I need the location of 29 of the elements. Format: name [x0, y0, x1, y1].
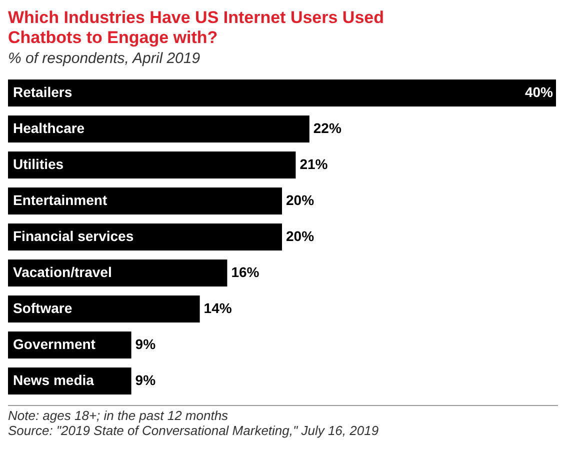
source-note: Source: "2019 State of Conversational Marketing," July 16, 2019	[8, 423, 380, 438]
y-tick-label: Healthcare	[13, 120, 85, 136]
y-tick-label: News media	[13, 372, 94, 388]
y-tick-label: Government	[13, 336, 96, 352]
y-tick-label: Financial services	[13, 228, 134, 244]
bar	[8, 224, 282, 250]
data-label: 20%	[286, 192, 315, 208]
bar	[8, 80, 556, 106]
data-label: 14%	[204, 300, 232, 316]
text: Note: ages 18+; in the past 12 months	[8, 408, 230, 423]
y-tick-label: Software	[13, 300, 72, 316]
bar	[8, 296, 200, 322]
data-label: 22%	[313, 120, 342, 136]
y-tick-label: Retailers	[13, 84, 72, 100]
data-label: 16%	[231, 264, 260, 280]
y-tick-label: Utilities	[13, 156, 64, 172]
chart-title: Which Industries Have US Internet Users Used Chatbots to Engage with?	[8, 8, 385, 48]
y-tick-label: Entertainment	[13, 192, 108, 208]
data-label: 20%	[286, 228, 315, 244]
data-label: 40%	[524, 84, 554, 100]
bar	[8, 152, 296, 178]
y-tick-label: Vacation/travel	[13, 264, 112, 280]
bar	[8, 116, 310, 142]
data-label: 9%	[135, 372, 156, 388]
bar	[8, 188, 282, 214]
data-label: 9%	[135, 336, 156, 352]
chart-subtitle: % of respondents, April 2019	[8, 50, 202, 67]
data-label: 21%	[300, 156, 328, 172]
bar	[8, 260, 228, 286]
